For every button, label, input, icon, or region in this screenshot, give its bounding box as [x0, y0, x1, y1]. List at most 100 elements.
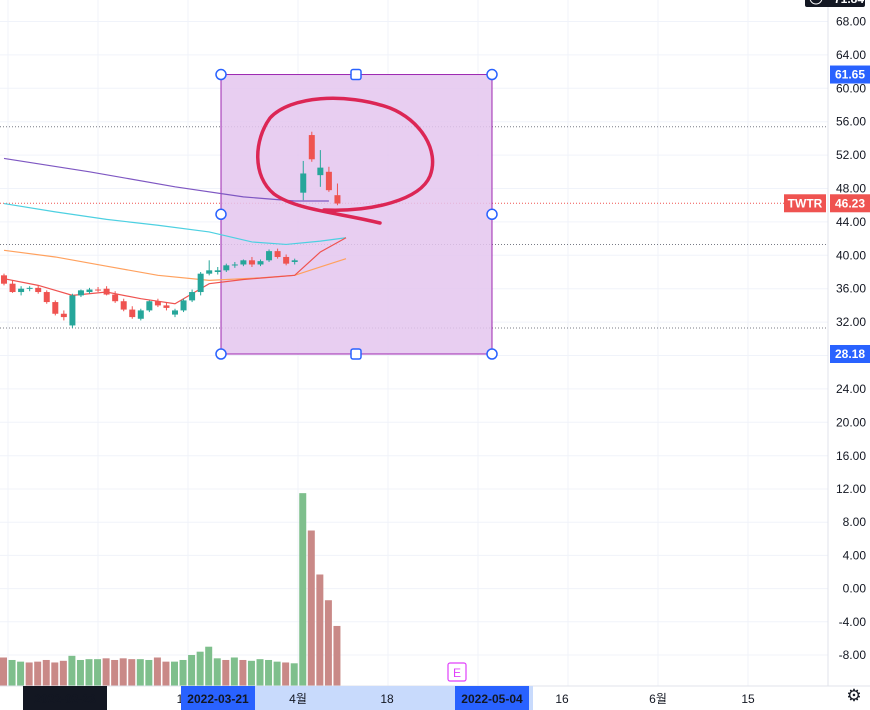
candle-body — [9, 283, 16, 293]
time-tick-label: 18 — [380, 692, 394, 706]
candle-body — [112, 294, 119, 302]
candle-body — [69, 295, 76, 326]
price-tick-label: 60.00 — [836, 81, 866, 95]
candle — [35, 285, 42, 294]
volume-bar — [17, 661, 25, 686]
candle — [317, 150, 324, 187]
candle-body — [283, 256, 290, 264]
volume-bar — [196, 651, 204, 686]
candle — [300, 160, 307, 201]
volume-bars — [0, 493, 341, 686]
candle — [112, 291, 119, 303]
candle — [206, 260, 213, 276]
candle — [308, 131, 315, 162]
candle — [189, 289, 196, 303]
rectangle-selection[interactable] — [220, 74, 493, 355]
candle — [325, 166, 332, 192]
last-price-badge-label: 46.23 — [835, 196, 865, 210]
candle — [77, 289, 84, 298]
candle-body — [325, 171, 332, 191]
volume-bar — [282, 662, 290, 686]
time-badge — [455, 686, 529, 710]
range-top-badge-label: 61.65 — [835, 68, 865, 82]
price-tick-label: 64.00 — [836, 48, 866, 62]
candle-body — [223, 265, 230, 271]
candle-body — [180, 300, 187, 311]
candle — [69, 293, 76, 328]
resize-handle — [215, 68, 227, 81]
volume-bar — [324, 600, 332, 686]
price-tick-label: 20.00 — [836, 415, 866, 429]
candle-body — [274, 251, 281, 257]
candle-body — [129, 309, 136, 318]
volume-bar — [136, 659, 144, 686]
volume-bar — [145, 659, 153, 686]
volume-bar — [316, 574, 324, 686]
current-price-badge — [805, 0, 865, 7]
volume-bar — [247, 660, 255, 686]
moving-average-line — [3, 202, 347, 246]
resize-handle — [486, 68, 498, 81]
price-tick-label: 0.00 — [843, 582, 867, 596]
moving-average-line — [3, 237, 347, 305]
price-tick-label: 68.00 — [836, 15, 866, 29]
candle-body — [52, 302, 59, 314]
volume-bar — [205, 646, 213, 686]
moving-average-line — [3, 249, 347, 281]
candle-body — [197, 273, 204, 293]
price-tick-label: 8.00 — [843, 515, 867, 529]
candle — [129, 306, 136, 319]
range-bottom-badge — [830, 344, 870, 363]
volume-bar — [0, 657, 7, 686]
candle-body — [77, 290, 84, 296]
time-tick-label: 1 — [177, 692, 184, 706]
freehand-circle-annotation[interactable] — [256, 96, 435, 225]
gear-icon[interactable]: ⚙ — [846, 686, 862, 705]
candle — [86, 287, 93, 294]
volume-bar — [222, 659, 230, 686]
candle — [103, 286, 110, 296]
resize-handle — [486, 208, 498, 221]
volume-bar — [256, 659, 264, 686]
candle — [274, 248, 281, 259]
candle-body — [266, 251, 273, 261]
candle — [9, 280, 16, 293]
resize-handle — [486, 348, 498, 360]
candlestick-series — [1, 131, 341, 328]
candle-body — [120, 301, 127, 310]
price-tick-label: 36.00 — [836, 282, 866, 296]
volume-bar — [76, 659, 84, 686]
volume-bar — [290, 663, 298, 686]
symbol-badge — [784, 194, 826, 213]
price-axis[interactable]: 68.00 64.00 60.00 56.00 52.00 48.00 44.00 40.00… — [784, 0, 870, 686]
candle — [26, 286, 33, 292]
price-tick-label: 16.00 — [836, 449, 866, 463]
price-axis-bg — [828, 0, 870, 686]
candle — [95, 287, 102, 293]
candle-body — [240, 260, 247, 265]
candle — [291, 258, 298, 265]
volume-bar — [265, 659, 273, 686]
time-tick-label: 2022-03-21 — [187, 692, 249, 706]
last-price-badge — [830, 194, 870, 213]
volume-bar — [51, 662, 59, 686]
candle-body — [35, 287, 42, 293]
candle — [231, 261, 238, 268]
candle-body — [172, 310, 178, 315]
volume-bar — [179, 659, 187, 686]
volume-bar — [85, 659, 93, 686]
price-tick-label: 24.00 — [836, 382, 866, 396]
time-tick-label: 4월 — [289, 692, 307, 706]
time-axis[interactable]: 2022-02-23 1 2022-03-21 4월 18 2022-05-04 16 6월 1… — [0, 685, 870, 710]
volume-bar — [102, 658, 110, 686]
time-tick-label: 2022-05-04 — [461, 692, 523, 706]
rectangle-handles[interactable] — [215, 68, 498, 360]
candle — [283, 254, 290, 266]
price-tick-label: -4.00 — [839, 615, 867, 629]
current-price-label: 71.84 — [834, 0, 864, 6]
volume-bar — [230, 657, 238, 686]
earnings-marker[interactable]: E — [447, 662, 467, 682]
candle — [163, 302, 170, 311]
candle-body — [334, 195, 341, 204]
